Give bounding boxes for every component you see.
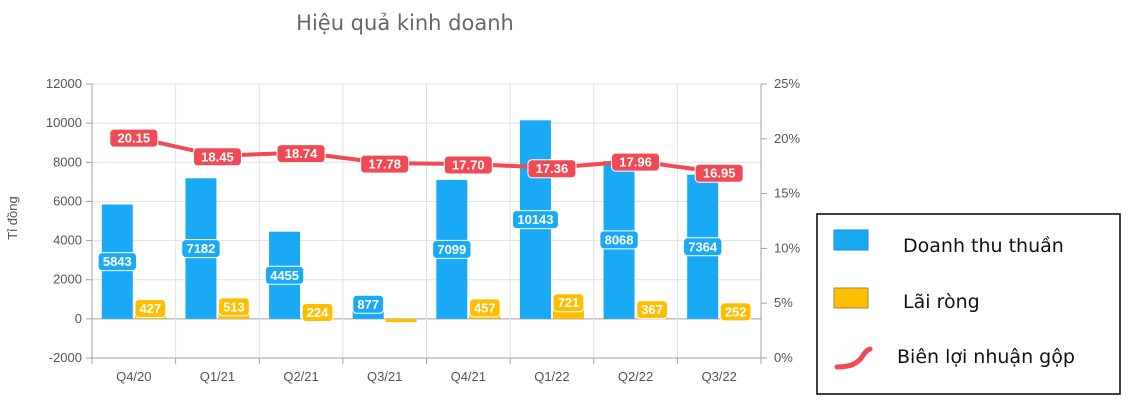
gross-margin-label: 18.74 xyxy=(285,146,318,161)
net-profit-label-bg xyxy=(719,302,752,322)
x-tick-label: Q1/21 xyxy=(200,369,235,384)
net-profit-label: 427 xyxy=(139,301,161,316)
axes: -2000 0 2000 4000 6000 8000 10000 12000 0% 5% 10% 1… xyxy=(46,76,801,384)
x-tick-label: Q2/21 xyxy=(283,369,318,384)
legend-swatch-revenue xyxy=(833,229,869,251)
legend: Doanh thu thuần Lãi ròng Biên lợi nhuận … xyxy=(816,213,1121,395)
net-profit-label-bg xyxy=(301,302,334,322)
revenue-label: 7182 xyxy=(186,241,215,256)
revenue-label: 8068 xyxy=(605,232,634,247)
y-tick-label: 10000 xyxy=(46,115,82,130)
revenue-label: 7364 xyxy=(688,239,718,254)
x-tick-label: Q4/20 xyxy=(116,369,151,384)
y2-tick-label: 20% xyxy=(774,131,800,146)
gross-margin-label: 16.95 xyxy=(703,166,736,181)
gross-margin-label: 17.78 xyxy=(368,157,401,172)
legend-label-net-profit: Lãi ròng xyxy=(903,291,980,313)
gross-margin-label-bg xyxy=(443,155,493,175)
gross-margin-label: 18.45 xyxy=(201,149,234,164)
revenue-label-bg xyxy=(352,294,385,314)
gross-margin-label-bg xyxy=(527,159,577,179)
gross-margin-label: 17.70 xyxy=(452,158,485,173)
x-tick-label: Q4/21 xyxy=(451,369,486,384)
revenue-label-bg xyxy=(682,237,723,257)
revenue-label-bg xyxy=(599,230,639,250)
net-profit-label: 224 xyxy=(307,305,329,320)
y-axis-label: Tỉ đồng xyxy=(5,196,20,239)
legend-swatch-net-profit xyxy=(833,287,869,309)
gross-margin-label-bg xyxy=(192,147,242,167)
y-tick-label: 2000 xyxy=(53,272,82,287)
revenue-label: 4455 xyxy=(270,268,299,283)
gross-margin-label-bg xyxy=(611,152,661,172)
net-profit-label-bg xyxy=(134,299,167,319)
net-profit-label-bg xyxy=(468,298,501,318)
y2-tick-label: 15% xyxy=(774,186,800,201)
gross-margin-label-bg xyxy=(360,154,410,174)
net-profit-label: 457 xyxy=(474,300,496,315)
revenue-label: 10143 xyxy=(517,212,553,227)
y2-tick-label: 10% xyxy=(774,240,800,255)
revenue-label: 5843 xyxy=(103,254,132,269)
gross-margin-label: 17.36 xyxy=(536,161,569,176)
y-tick-label: 12000 xyxy=(46,76,82,91)
net-profit-label: 252 xyxy=(725,304,747,319)
x-tick-label: Q3/22 xyxy=(701,369,736,384)
revenue-label-bg xyxy=(511,210,559,230)
gross-margin-label-bg xyxy=(276,144,326,164)
y-tick-label: 0 xyxy=(75,311,82,326)
revenue-label: 7099 xyxy=(437,242,466,257)
chart-title: Hiệu quả kinh doanh xyxy=(296,11,514,35)
x-tick-label: Q3/21 xyxy=(367,369,402,384)
gross-margin-label-bg xyxy=(694,163,744,183)
net-profit-bar xyxy=(385,318,417,323)
net-profit-label: 721 xyxy=(558,295,580,310)
y2-tick-label: 0% xyxy=(774,350,793,365)
y-tick-label: 6000 xyxy=(53,193,82,208)
legend-label-revenue: Doanh thu thuần xyxy=(903,235,1064,257)
revenue-label-bg xyxy=(432,239,472,259)
revenue-label-bg xyxy=(97,252,138,272)
x-tick-label: Q1/22 xyxy=(534,369,569,384)
net-profit-label-bg xyxy=(636,300,668,320)
legend-swatch-gross-margin xyxy=(834,346,873,370)
net-profit-label-bg xyxy=(218,297,250,317)
y-tick-label: 8000 xyxy=(53,154,82,169)
net-profit-label: 367 xyxy=(641,302,663,317)
net-profit-label-bg xyxy=(552,293,585,313)
data-labels: 5843 7182 4455 877 7099 10143 8068 7364 427 513 22… xyxy=(97,128,752,322)
gross-margin-label: 17.96 xyxy=(619,155,652,170)
gross-margin-label: 20.15 xyxy=(118,131,151,146)
y-tick-label: -2000 xyxy=(49,350,82,365)
x-tick-label: Q2/22 xyxy=(618,369,653,384)
net-profit-label: 513 xyxy=(223,299,245,314)
legend-label-gross-margin: Biên lợi nhuận gộp xyxy=(897,346,1075,368)
revenue-label-bg xyxy=(181,239,221,259)
gross-margin-label-bg xyxy=(109,128,159,148)
revenue-label-bg xyxy=(264,265,305,285)
y2-tick-label: 5% xyxy=(774,295,793,310)
y-tick-label: 4000 xyxy=(53,233,82,248)
revenue-label: 877 xyxy=(357,297,379,312)
y2-tick-label: 25% xyxy=(774,76,800,91)
